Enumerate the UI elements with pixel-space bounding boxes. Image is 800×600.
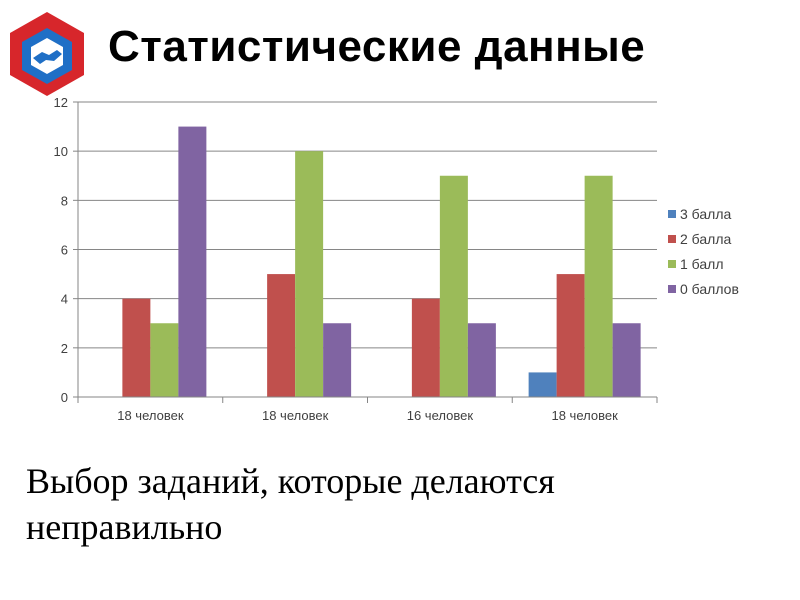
school-logo bbox=[10, 12, 84, 96]
legend-swatch bbox=[668, 235, 676, 243]
chart-bars bbox=[122, 126, 641, 397]
y-tick-label: 0 bbox=[61, 390, 68, 405]
legend-label: 0 баллов bbox=[680, 281, 739, 297]
bar bbox=[612, 323, 641, 397]
bar bbox=[528, 372, 557, 397]
legend-label: 1 балл bbox=[680, 256, 724, 272]
x-tick-label: 16 человек bbox=[407, 408, 474, 423]
y-tick-label: 6 bbox=[61, 243, 68, 258]
bar bbox=[150, 323, 179, 397]
slide-title: Статистические данные bbox=[108, 22, 646, 71]
bar bbox=[556, 274, 585, 397]
y-tick-label: 8 bbox=[61, 193, 68, 208]
y-tick-label: 2 bbox=[61, 341, 68, 356]
x-tick-label: 18 человек bbox=[117, 408, 184, 423]
bar bbox=[295, 151, 324, 397]
x-tick-label: 18 человек bbox=[262, 408, 329, 423]
bar bbox=[411, 298, 440, 397]
bar bbox=[467, 323, 496, 397]
bar bbox=[323, 323, 352, 397]
slide-caption: Выбор заданий, которые делаются неправил… bbox=[26, 461, 555, 547]
bar bbox=[584, 175, 613, 397]
legend-label: 2 балла bbox=[680, 231, 731, 247]
legend-swatch bbox=[668, 260, 676, 268]
handshake-icon bbox=[33, 50, 62, 64]
x-tick-label: 18 человек bbox=[551, 408, 618, 423]
y-tick-label: 10 bbox=[54, 144, 68, 159]
y-tick-label: 4 bbox=[61, 292, 68, 307]
legend-label: 3 балла bbox=[680, 206, 731, 222]
legend-swatch bbox=[668, 210, 676, 218]
bar bbox=[122, 298, 151, 397]
chart-axes: 0 2 4 6 8 10 12 18 человек 18 человек 16 человек 1… bbox=[54, 95, 658, 423]
bar bbox=[178, 126, 207, 397]
bar bbox=[267, 274, 296, 397]
y-tick-label: 12 bbox=[54, 95, 68, 110]
bar bbox=[439, 175, 468, 397]
chart-legend: 3 балла 2 балла 1 балл 0 баллов bbox=[668, 206, 739, 297]
legend-swatch bbox=[668, 285, 676, 293]
